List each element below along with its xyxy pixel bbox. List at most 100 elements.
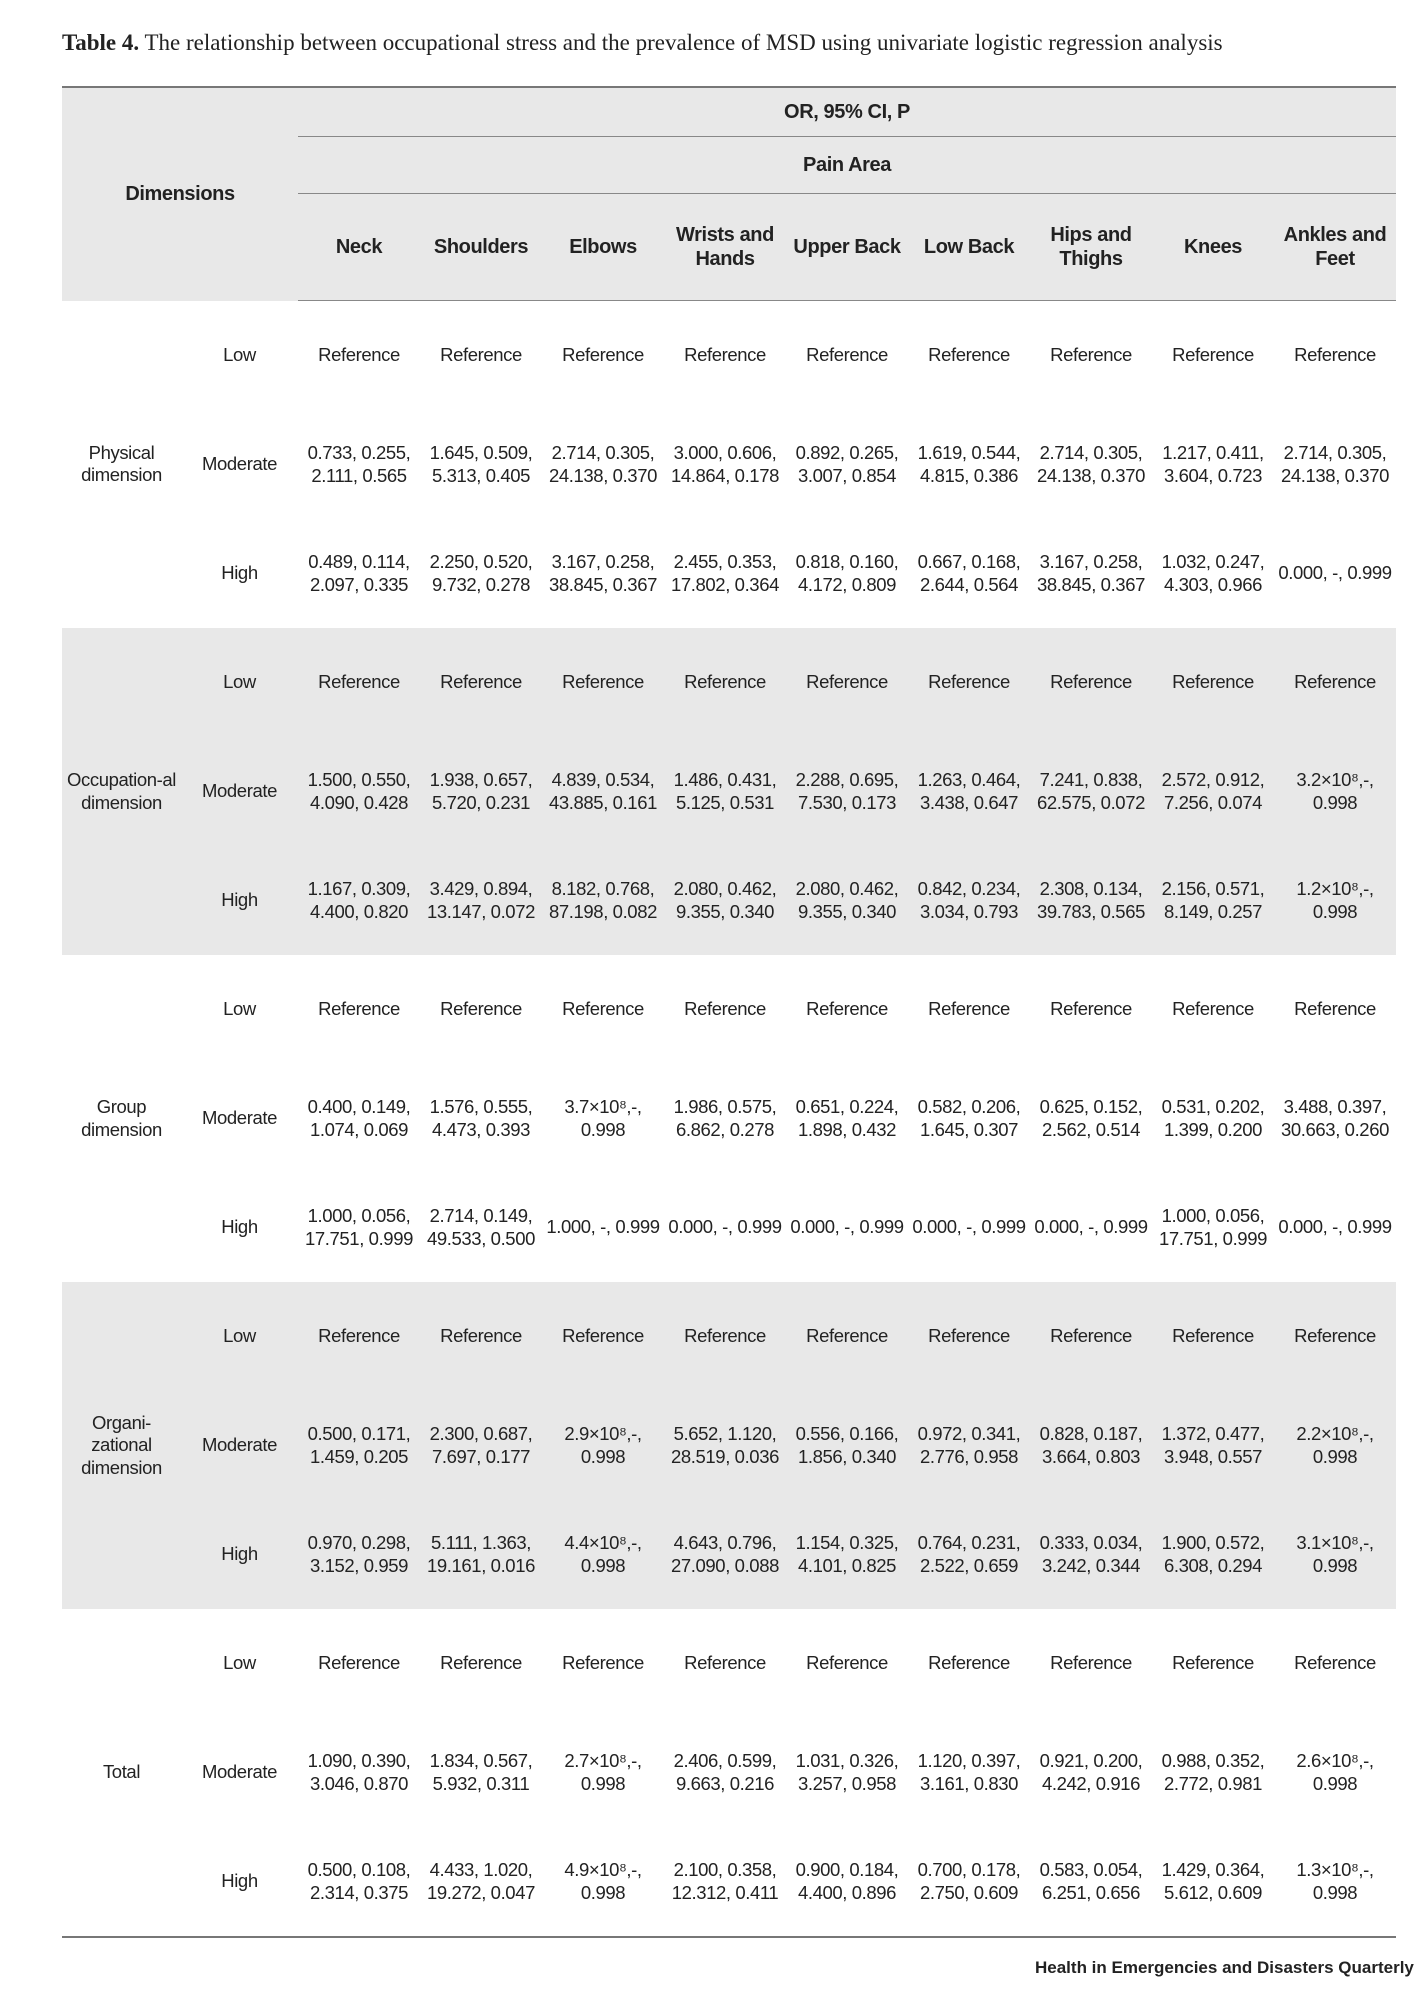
- dimension-label: Physical dimension: [81, 442, 162, 486]
- table-cell: Reference: [562, 344, 644, 366]
- table-cell: 0.582, 0.206, 1.645, 0.307: [917, 1096, 1021, 1140]
- caption-label: Table 4.: [62, 30, 140, 55]
- column-header: Elbows: [542, 193, 664, 301]
- table-cell: Reference: [786, 1282, 908, 1391]
- table-cell: 1.3×10⁸,-, 0.998: [1296, 1859, 1374, 1903]
- table-cell: Reference: [806, 344, 888, 366]
- level-label: Low: [223, 1652, 256, 1674]
- table-row: Moderate 1.090, 0.390, 3.046, 0.870 1.834,…: [62, 1718, 1396, 1827]
- table-cell: 0.921, 0.200, 4.242, 0.916: [1039, 1750, 1143, 1794]
- table-cell: 2.455, 0.353, 17.802, 0.364: [671, 551, 779, 595]
- table-row: High 0.489, 0.114, 2.097, 0.335 2.250, 0.5…: [62, 519, 1396, 628]
- table-cell: Reference: [928, 344, 1010, 366]
- table-cell: 2.156, 0.571, 8.149, 0.257: [1152, 846, 1274, 955]
- column-header: Shoulders: [420, 193, 542, 301]
- table-caption: Table 4. The relationship between occupa…: [62, 30, 1402, 56]
- level-label: Low: [223, 998, 256, 1020]
- table-cell: 0.892, 0.265, 3.007, 0.854: [795, 442, 899, 486]
- table-cell: 0.764, 0.231, 2.522, 0.659: [908, 1500, 1030, 1609]
- table-cell: 2.714, 0.149, 49.533, 0.500: [427, 1205, 535, 1249]
- table-cell: 0.700, 0.178, 2.750, 0.609: [917, 1859, 1021, 1903]
- table-cell: 2.300, 0.687, 7.697, 0.177: [420, 1391, 542, 1500]
- table-row: High 1.000, 0.056, 17.751, 0.999 2.714, 0.…: [62, 1173, 1396, 1282]
- table-cell: 1.2×10⁸,-, 0.998: [1274, 846, 1397, 955]
- table-cell: 1.000, 0.056, 17.751, 0.999: [1159, 1205, 1267, 1249]
- level-label: Moderate: [202, 453, 277, 475]
- table-cell: 0.000, -, 0.999: [1278, 1216, 1392, 1238]
- results-table: Dimensions OR, 95% CI, P Pain Area Neck S…: [62, 86, 1397, 1938]
- table-cell: 0.000, -, 0.999: [1278, 562, 1392, 584]
- table-cell: Reference: [318, 998, 400, 1020]
- table-cell: 1.645, 0.509, 5.313, 0.405: [429, 442, 533, 486]
- table-cell: Reference: [420, 628, 542, 737]
- level-label: Low: [181, 628, 298, 737]
- table-cell: 4.643, 0.796, 27.090, 0.088: [664, 1500, 786, 1609]
- table-cell: Reference: [1274, 1282, 1397, 1391]
- level-label: Low: [223, 344, 256, 366]
- table-cell: 4.433, 1.020, 19.272, 0.047: [427, 1859, 535, 1903]
- table-cell: Reference: [562, 1652, 644, 1674]
- table-cell: Reference: [1274, 628, 1397, 737]
- table-cell: 0.651, 0.224, 1.898, 0.432: [795, 1096, 899, 1140]
- table-cell: 2.7×10⁸,-, 0.998: [564, 1750, 642, 1794]
- table-row: Organi-zational dimension Low Reference Ref…: [62, 1282, 1397, 1609]
- group-header: OR, 95% CI, P: [298, 87, 1397, 137]
- table-row: Moderate 0.500, 0.171, 1.459, 0.205 2.300,…: [62, 1391, 1397, 1500]
- table-cell: 1.938, 0.657, 5.720, 0.231: [420, 737, 542, 846]
- table-row: Moderate 1.500, 0.550, 4.090, 0.428 1.938,…: [62, 737, 1397, 846]
- table-cell: 0.583, 0.054, 6.251, 0.656: [1039, 1859, 1143, 1903]
- table-cell: 7.241, 0.838, 62.575, 0.072: [1030, 737, 1152, 846]
- column-header: Ankles and Feet: [1274, 193, 1397, 301]
- table-cell: 3.167, 0.258, 38.845, 0.367: [549, 551, 657, 595]
- table-cell: Reference: [1172, 998, 1254, 1020]
- table-cell: 0.000, -, 0.999: [790, 1216, 904, 1238]
- table-cell: 0.531, 0.202, 1.399, 0.200: [1161, 1096, 1265, 1140]
- table-cell: 2.2×10⁸,-, 0.998: [1274, 1391, 1397, 1500]
- table-cell: 1.031, 0.326, 3.257, 0.958: [795, 1750, 899, 1794]
- table-cell: Reference: [786, 628, 908, 737]
- table-cell: 4.9×10⁸,-, 0.998: [564, 1859, 642, 1903]
- table-cell: 0.500, 0.171, 1.459, 0.205: [298, 1391, 420, 1500]
- table-row: Moderate 0.400, 0.149, 1.074, 0.069 1.576,…: [62, 1064, 1396, 1173]
- table-cell: 0.625, 0.152, 2.562, 0.514: [1039, 1096, 1143, 1140]
- table-cell: Reference: [298, 1282, 420, 1391]
- table-cell: Reference: [684, 998, 766, 1020]
- table-cell: 4.839, 0.534, 43.885, 0.161: [542, 737, 664, 846]
- table-cell: Reference: [1152, 1282, 1274, 1391]
- table-row: High 0.500, 0.108, 2.314, 0.375 4.433, 1.0…: [62, 1827, 1396, 1937]
- table-cell: 2.250, 0.520, 9.732, 0.278: [429, 551, 533, 595]
- table-cell: 1.032, 0.247, 4.303, 0.966: [1161, 551, 1265, 595]
- level-label: High: [221, 1216, 258, 1238]
- table-cell: Reference: [928, 1652, 1010, 1674]
- table-cell: Reference: [1294, 344, 1376, 366]
- table-cell: Reference: [542, 1282, 664, 1391]
- table-row: High 1.167, 0.309, 4.400, 0.820 3.429, 0.8…: [62, 846, 1397, 955]
- table-cell: Reference: [562, 998, 644, 1020]
- table-cell: Reference: [420, 1282, 542, 1391]
- table-cell: 0.000, -, 0.999: [1034, 1216, 1148, 1238]
- dimension-label: Group dimension: [81, 1096, 162, 1140]
- table-cell: 0.556, 0.166, 1.856, 0.340: [786, 1391, 908, 1500]
- table-cell: 1.000, 0.056, 17.751, 0.999: [305, 1205, 413, 1249]
- column-header: Hips and Thighs: [1030, 193, 1152, 301]
- table-cell: 1.900, 0.572, 6.308, 0.294: [1152, 1500, 1274, 1609]
- table-cell: 1.486, 0.431, 5.125, 0.531: [664, 737, 786, 846]
- table-cell: 2.080, 0.462, 9.355, 0.340: [664, 846, 786, 955]
- table-cell: 1.263, 0.464, 3.438, 0.647: [908, 737, 1030, 846]
- header-row: Dimensions OR, 95% CI, P: [62, 87, 1397, 301]
- table-cell: Reference: [440, 998, 522, 1020]
- table-cell: Reference: [908, 1282, 1030, 1391]
- table-cell: 2.406, 0.599, 9.663, 0.216: [673, 1750, 777, 1794]
- table-cell: Reference: [1294, 1652, 1376, 1674]
- dimensions-header: Dimensions: [62, 87, 298, 301]
- table-cell: 2.714, 0.305, 24.138, 0.370: [1281, 442, 1389, 486]
- dimension-label: Organi-zational dimension: [62, 1282, 181, 1609]
- level-label: High: [221, 1870, 258, 1892]
- table-cell: 2.288, 0.695, 7.530, 0.173: [786, 737, 908, 846]
- table-cell: 3.429, 0.894, 13.147, 0.072: [420, 846, 542, 955]
- table-cell: 1.372, 0.477, 3.948, 0.557: [1152, 1391, 1274, 1500]
- table-cell: 3.488, 0.397, 30.663, 0.260: [1281, 1096, 1389, 1140]
- table-cell: 0.667, 0.168, 2.644, 0.564: [917, 551, 1021, 595]
- table-cell: 5.111, 1.363, 19.161, 0.016: [420, 1500, 542, 1609]
- table-cell: 1.576, 0.555, 4.473, 0.393: [429, 1096, 533, 1140]
